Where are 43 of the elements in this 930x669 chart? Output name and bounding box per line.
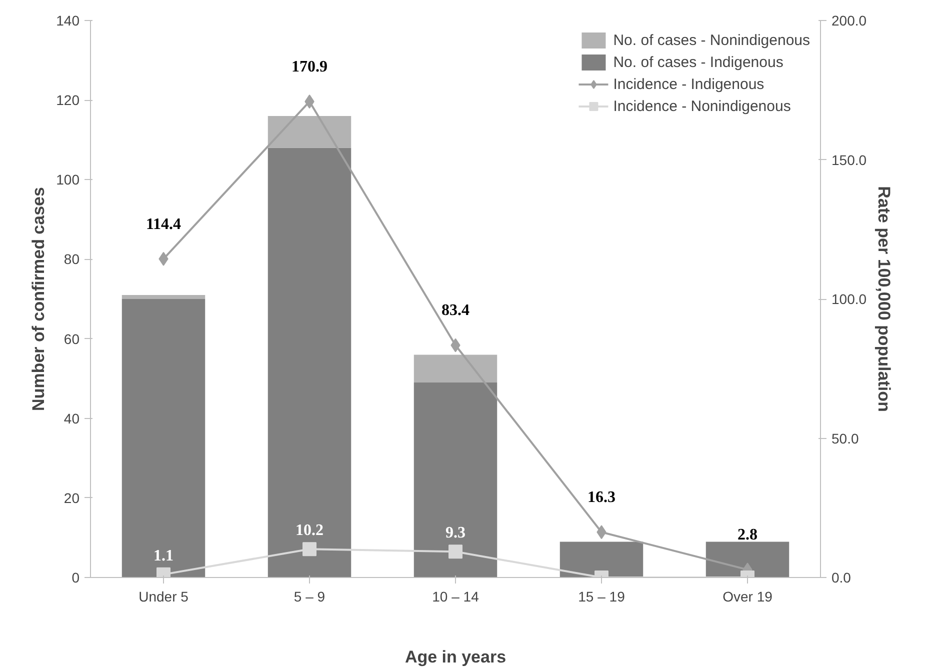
y2-tick-label: 100.0 xyxy=(832,291,867,307)
x-tick-label: 5 – 9 xyxy=(294,588,326,604)
legend-label: Incidence - Nonindigenous xyxy=(613,98,791,114)
y-tick-label: 40 xyxy=(64,410,80,426)
legend-label: No. of cases - Nonindigenous xyxy=(613,32,810,48)
data-label: 10.2 xyxy=(296,522,324,540)
y2-tick-label: 0.0 xyxy=(832,570,852,586)
data-label: 1.1 xyxy=(154,547,174,564)
point xyxy=(302,542,316,556)
bar xyxy=(122,295,206,299)
y2-tick-label: 150.0 xyxy=(832,152,867,168)
legend-label: No. of cases - Indigenous xyxy=(613,54,784,70)
bar xyxy=(706,542,790,578)
y-tick-label: 0 xyxy=(72,570,80,586)
y-tick-label: 80 xyxy=(64,251,80,268)
y-tick-label: 140 xyxy=(56,12,80,28)
y-tick-label: 60 xyxy=(64,330,80,347)
y-axis-title: Number of confirmed cases xyxy=(29,187,48,411)
data-label: 170.9 xyxy=(292,58,328,76)
bar xyxy=(268,148,352,578)
bar xyxy=(560,542,644,578)
y2-tick-label: 200.0 xyxy=(832,12,867,28)
y2-tick-label: 50.0 xyxy=(832,430,859,446)
legend-label: Incidence - Indigenous xyxy=(613,76,764,92)
bar xyxy=(268,116,352,148)
x-axis-title: Age in years xyxy=(404,648,506,666)
data-label: 2.8 xyxy=(738,526,758,544)
bar xyxy=(414,382,498,578)
data-label: 114.4 xyxy=(146,216,182,233)
data-label: 9.3 xyxy=(446,524,466,542)
point xyxy=(448,544,462,559)
bar xyxy=(122,299,206,578)
y-tick-label: 20 xyxy=(64,490,80,506)
bar xyxy=(414,354,498,383)
y2-axis-title: Rate per 100,000 population xyxy=(874,186,894,412)
x-tick-label: 10 – 14 xyxy=(432,588,480,604)
x-tick-label: Over 19 xyxy=(722,588,773,604)
data-label: 16.3 xyxy=(588,489,616,506)
data-label: 83.4 xyxy=(442,302,470,320)
y-tick-label: 100 xyxy=(56,172,80,188)
x-tick-label: 15 – 19 xyxy=(578,588,626,604)
y-tick-label: 120 xyxy=(56,92,80,108)
x-tick-label: Under 5 xyxy=(138,588,189,604)
